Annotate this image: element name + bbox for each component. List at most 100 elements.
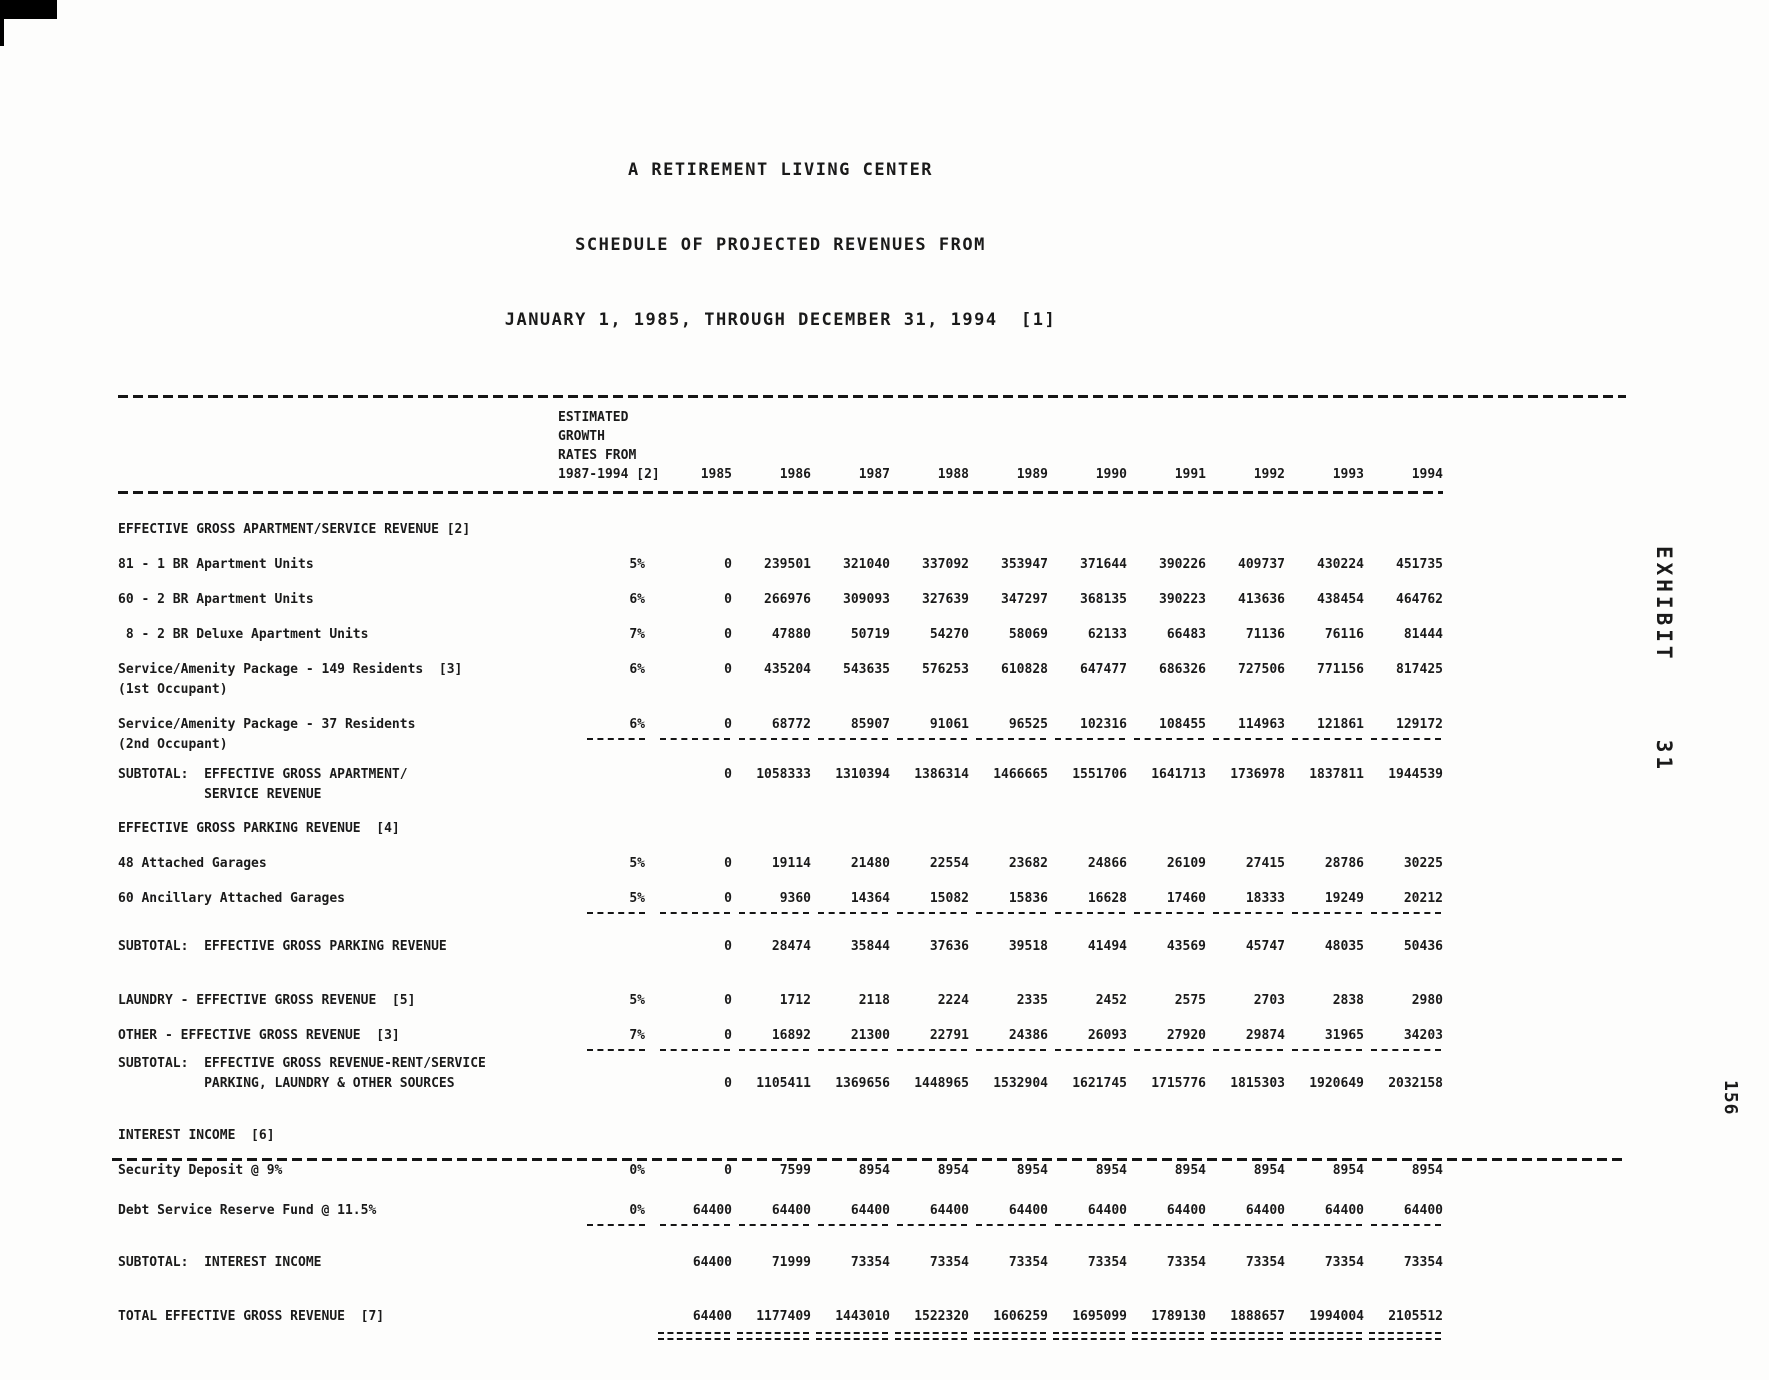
- scan-artifact: [0, 0, 4, 46]
- revenue-value: 29874: [1206, 1026, 1285, 1051]
- revenue-value: 1994004: [1285, 1307, 1364, 1340]
- revenue-value: 1386314: [914, 767, 969, 782]
- revenue-value: 64400: [1285, 1201, 1364, 1226]
- revenue-value: 1532904: [993, 1076, 1048, 1091]
- divider-header: [118, 491, 1443, 494]
- revenue-value: 1369656: [835, 1076, 890, 1091]
- revenue-value: 2118: [858, 993, 890, 1008]
- title-line-3: JANUARY 1, 1985, THROUGH DECEMBER 31, 19…: [504, 310, 1057, 330]
- revenue-value: 23682: [1008, 856, 1048, 871]
- growth-rate-value: 7%: [629, 627, 645, 642]
- revenue-value: 24866: [1087, 856, 1127, 871]
- revenue-value: 64400: [1127, 1201, 1206, 1226]
- revenue-value: 1443010: [811, 1307, 890, 1340]
- revenue-value: 45747: [1245, 939, 1285, 954]
- revenue-value: 64400: [732, 1201, 811, 1226]
- revenue-value: 353947: [1001, 557, 1048, 572]
- revenue-value: 16892: [732, 1026, 811, 1051]
- row-label: SUBTOTAL: EFFECTIVE GROSS APARTMENT/ SER…: [118, 767, 408, 802]
- growth-header-line: GROWTH: [558, 429, 605, 444]
- revenue-value: 73354: [1166, 1255, 1206, 1270]
- page-number: 156: [1720, 1080, 1741, 1116]
- revenue-value: 435204: [764, 662, 811, 677]
- revenue-value: 48035: [1324, 939, 1364, 954]
- document-title: A RETIREMENT LIVING CENTER SCHEDULE OF P…: [118, 108, 1443, 383]
- revenue-value: 0: [724, 1163, 732, 1178]
- revenue-value: 50719: [850, 627, 890, 642]
- table-row: TOTAL EFFECTIVE GROSS REVENUE [7] 64400 11…: [118, 1307, 1443, 1340]
- revenue-value: 14364: [811, 889, 890, 914]
- revenue-value: 64400: [1206, 1201, 1285, 1226]
- revenue-value: 96525: [969, 715, 1048, 740]
- revenue-value: 21480: [850, 856, 890, 871]
- revenue-value: 1944539: [1388, 767, 1443, 782]
- revenue-value: 1695099: [1048, 1307, 1127, 1340]
- revenue-value: 27415: [1245, 856, 1285, 871]
- row-label: Service/Amenity Package - 149 Residents …: [118, 662, 463, 697]
- revenue-value: 58069: [1008, 627, 1048, 642]
- year-header: 1989: [1016, 467, 1048, 482]
- revenue-value: 1606259: [969, 1307, 1048, 1340]
- year-header: 1993: [1332, 467, 1364, 482]
- revenue-value: 1105411: [756, 1076, 811, 1091]
- year-header: 1990: [1095, 467, 1127, 482]
- revenue-value: 8954: [1174, 1163, 1206, 1178]
- revenue-value: 27920: [1127, 1026, 1206, 1051]
- row-label: 60 Ancillary Attached Garages: [118, 891, 345, 906]
- document-content: A RETIREMENT LIVING CENTER SCHEDULE OF P…: [118, 108, 1626, 1340]
- table-header: ESTIMATED GROWTH RATES FROM 1987-1994 [2] 1…: [118, 408, 1443, 484]
- revenue-value: 1177409: [732, 1307, 811, 1340]
- year-header: 1992: [1253, 467, 1285, 482]
- revenue-value: 64400: [1364, 1201, 1443, 1226]
- revenue-value: 321040: [843, 557, 890, 572]
- revenue-value: 73354: [1324, 1255, 1364, 1270]
- table-row: 60 - 2 BR Apartment Units 6% 0 266976 309093…: [118, 590, 1443, 610]
- revenue-value: 73354: [1245, 1255, 1285, 1270]
- revenue-value: 31965: [1285, 1026, 1364, 1051]
- revenue-value: 2032158: [1388, 1076, 1443, 1091]
- row-label: OTHER - EFFECTIVE GROSS REVENUE [3]: [118, 1028, 400, 1043]
- revenue-value: 1712: [779, 993, 811, 1008]
- revenue-value: 1736978: [1230, 767, 1285, 782]
- revenue-value: 337092: [922, 557, 969, 572]
- revenue-value: 64400: [1048, 1201, 1127, 1226]
- revenue-value: 543635: [843, 662, 890, 677]
- row-label: 48 Attached Garages: [118, 856, 267, 871]
- row-label: SUBTOTAL: EFFECTIVE GROSS PARKING REVENU…: [118, 939, 447, 954]
- revenue-value: 50436: [1403, 939, 1443, 954]
- revenue-value: 0: [724, 627, 732, 642]
- revenue-value: 8954: [1411, 1163, 1443, 1178]
- growth-header-line: RATES FROM: [558, 448, 637, 463]
- revenue-value: 464762: [1396, 592, 1443, 607]
- table-row: LAUNDRY - EFFECTIVE GROSS REVENUE [5] 5% 0…: [118, 991, 1443, 1011]
- revenue-value: 1888657: [1206, 1307, 1285, 1340]
- revenue-value: 0: [724, 856, 732, 871]
- table-row: 60 Ancillary Attached Garages 5% 0 9360 1436…: [118, 889, 1443, 914]
- table-row: SUBTOTAL: INTEREST INCOME 64400 71999 73354…: [118, 1253, 1443, 1273]
- revenue-value: 62133: [1087, 627, 1127, 642]
- revenue-value: 16628: [1048, 889, 1127, 914]
- revenue-value: 2703: [1253, 993, 1285, 1008]
- year-header: 1988: [937, 467, 969, 482]
- divider-top: [118, 395, 1626, 398]
- growth-rate-value: 5%: [629, 557, 645, 572]
- revenue-value: 26109: [1166, 856, 1206, 871]
- revenue-value: 22791: [890, 1026, 969, 1051]
- revenue-value: 64400: [653, 1201, 732, 1226]
- revenue-value: 43569: [1166, 939, 1206, 954]
- revenue-value: 686326: [1159, 662, 1206, 677]
- growth-rate-value: 6%: [629, 592, 645, 607]
- revenue-value: 1551706: [1072, 767, 1127, 782]
- revenue-value: 108455: [1127, 715, 1206, 740]
- revenue-value: 1715776: [1151, 1076, 1206, 1091]
- revenue-value: 8954: [1332, 1163, 1364, 1178]
- year-header: 1991: [1174, 467, 1206, 482]
- section-heading: EFFECTIVE GROSS PARKING REVENUE [4]: [118, 821, 400, 836]
- row-label: 60 - 2 BR Apartment Units: [118, 592, 314, 607]
- revenue-value: 1920649: [1309, 1076, 1364, 1091]
- revenue-value: 54270: [929, 627, 969, 642]
- revenue-value: 1837811: [1309, 767, 1364, 782]
- revenue-value: 39518: [1008, 939, 1048, 954]
- growth-rate-value: 6%: [558, 715, 653, 740]
- table-row: Service/Amenity Package - 149 Residents …: [118, 660, 1443, 700]
